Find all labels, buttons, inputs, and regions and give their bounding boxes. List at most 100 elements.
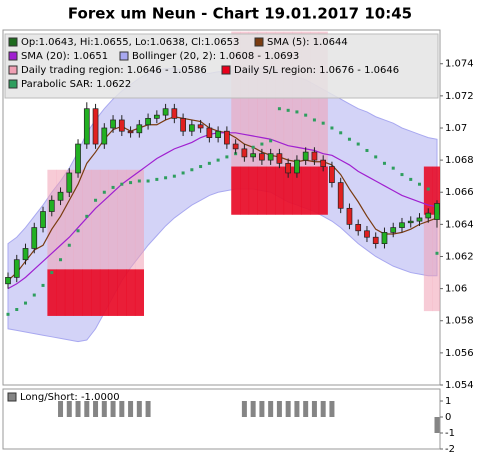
- candle-body: [311, 151, 318, 161]
- sar-dot: [382, 161, 386, 165]
- candle-body: [381, 232, 388, 244]
- region: [47, 269, 57, 316]
- y-tick-label: 1.064: [445, 219, 474, 230]
- sar-dot: [417, 182, 421, 186]
- sar-dot: [216, 158, 220, 162]
- region: [108, 269, 118, 316]
- sar-dot: [155, 177, 159, 181]
- candle-body: [224, 130, 230, 145]
- region: [82, 269, 92, 316]
- sar-dot: [207, 161, 211, 165]
- candle-body: [145, 117, 151, 126]
- legend-swatch: [8, 65, 18, 75]
- sar-dot: [181, 171, 185, 175]
- y-tick-label: 1.054: [445, 380, 474, 391]
- sar-dot: [129, 181, 133, 185]
- bar: [58, 401, 64, 417]
- sar-dot: [172, 174, 176, 178]
- sar-dot: [6, 312, 10, 316]
- candle-body: [259, 153, 265, 161]
- candle-body: [48, 199, 55, 212]
- candle-body: [83, 108, 90, 145]
- y-tick-label: 0: [445, 412, 451, 423]
- sar-dot: [111, 185, 115, 189]
- y-tick-label: -1: [445, 428, 455, 439]
- bar: [128, 401, 134, 417]
- sar-dot: [374, 155, 378, 159]
- lower-legend: Long/Short: -1.0000: [7, 392, 120, 403]
- chart-title: Forex um Neun - Chart 19.01.2017 10:45: [68, 5, 412, 23]
- candle-body: [372, 236, 379, 244]
- bar: [268, 401, 274, 417]
- region: [64, 169, 74, 316]
- candle-body: [267, 153, 274, 161]
- region: [310, 166, 320, 215]
- indicator-line: [7, 116, 438, 282]
- candle-body: [66, 172, 73, 193]
- sar-dot: [41, 283, 45, 287]
- legend-label: Parabolic SAR: 1.0622: [21, 79, 131, 90]
- region: [56, 269, 66, 316]
- region: [73, 169, 83, 316]
- candle-body: [127, 130, 134, 134]
- region: [73, 269, 83, 316]
- candle-body: [320, 159, 327, 167]
- candle-body: [407, 220, 414, 224]
- candle-body: [31, 227, 38, 249]
- region: [275, 166, 285, 215]
- candle-body: [110, 119, 116, 129]
- sar-dot: [426, 187, 430, 191]
- sar-dot: [409, 177, 413, 181]
- y-tick-label: 1: [445, 396, 451, 407]
- candle-body: [189, 124, 195, 132]
- bar: [276, 401, 282, 417]
- region: [126, 169, 136, 316]
- candle-body: [250, 153, 256, 158]
- region: [126, 269, 136, 316]
- candle-body: [136, 124, 143, 134]
- bar: [93, 401, 99, 417]
- bar: [136, 401, 142, 417]
- sar-dot: [400, 173, 404, 177]
- sar-dot: [32, 293, 36, 297]
- bar: [66, 401, 72, 417]
- legend-label: Bollinger (20, 2): 1.0608 - 1.0693: [132, 51, 299, 62]
- sar-dot: [199, 165, 203, 169]
- legend-label: Daily S/L region: 1.0676 - 1.0646: [234, 65, 399, 76]
- region: [91, 269, 101, 316]
- y-tick-label: 1.062: [445, 251, 474, 262]
- candle-body: [294, 159, 300, 174]
- sar-dot: [347, 137, 351, 141]
- sar-dot: [435, 251, 439, 255]
- y-tick-label: 1.066: [445, 187, 474, 198]
- candle-body: [118, 119, 125, 132]
- sar-dot: [251, 145, 255, 149]
- region: [64, 269, 74, 316]
- bar: [75, 401, 81, 417]
- region: [47, 169, 57, 316]
- sar-dot: [120, 182, 124, 186]
- candle-body: [329, 166, 335, 183]
- region: [266, 31, 276, 215]
- candle-body: [13, 259, 20, 278]
- candle-body: [75, 143, 81, 174]
- sar-dot: [277, 107, 281, 111]
- region: [283, 31, 293, 215]
- candle-body: [101, 127, 108, 145]
- region: [56, 169, 66, 316]
- candle-body: [40, 211, 46, 228]
- sar-dot: [304, 113, 308, 117]
- legend: Op:1.0643, Hi:1.0655, Lo:1.0638, Cl:1.06…: [4, 33, 439, 99]
- sar-dot: [330, 126, 334, 130]
- region: [108, 169, 118, 316]
- sar-dot: [356, 142, 360, 146]
- candle-body: [57, 191, 64, 201]
- sar-dot: [321, 121, 325, 125]
- legend-label: SMA (5): 1.0644: [267, 37, 348, 48]
- bar: [110, 401, 116, 417]
- bar: [285, 401, 291, 417]
- region: [231, 166, 241, 215]
- sar-dot: [365, 148, 369, 152]
- candle-body: [285, 162, 292, 174]
